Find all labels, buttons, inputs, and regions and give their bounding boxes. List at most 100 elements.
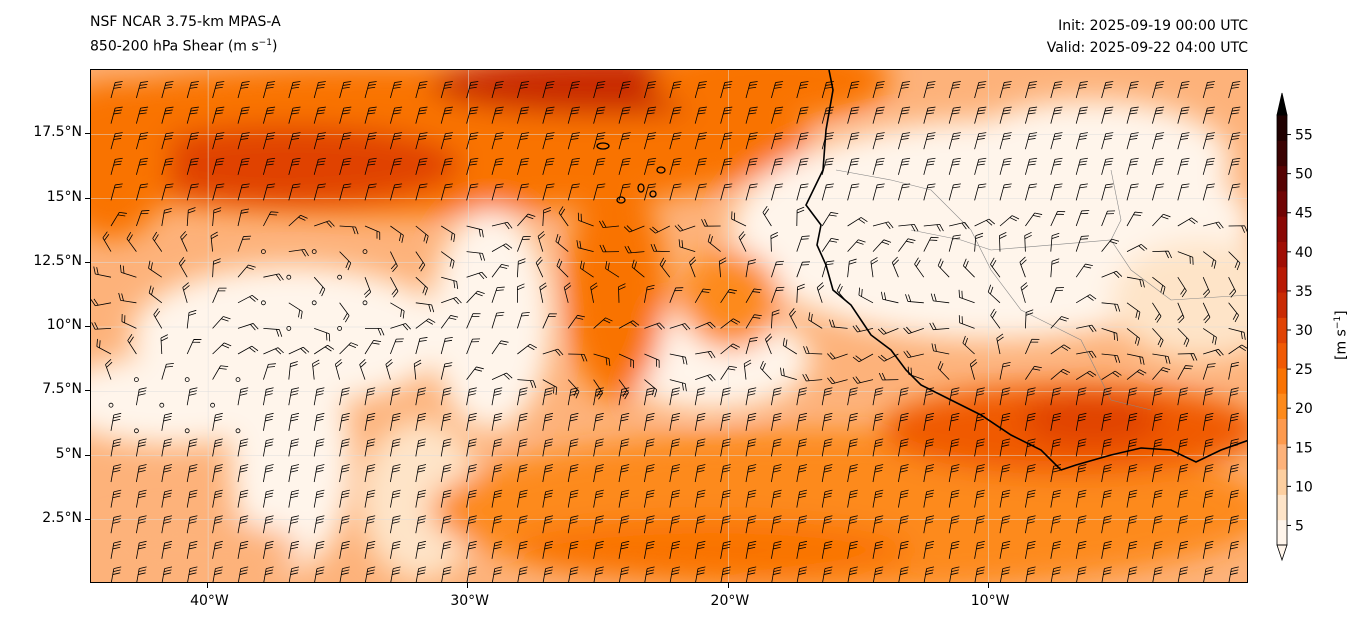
wind-barb bbox=[694, 81, 707, 99]
wind-barb bbox=[1152, 302, 1162, 323]
wind-barb bbox=[829, 319, 848, 329]
wind-barb bbox=[745, 259, 757, 278]
colorbar-bin bbox=[1277, 367, 1287, 394]
wind-barb bbox=[593, 438, 604, 457]
wind-barb bbox=[802, 373, 823, 382]
lon-tick-label: 10°W bbox=[970, 593, 1010, 609]
wind-barb bbox=[466, 251, 486, 261]
wind-barb bbox=[650, 243, 670, 252]
wind-barb bbox=[517, 515, 528, 534]
wind-barb bbox=[263, 540, 274, 559]
wind-barb bbox=[771, 260, 784, 278]
wind-barb bbox=[796, 438, 808, 457]
wind-barb bbox=[872, 157, 885, 175]
wind-barb bbox=[136, 566, 147, 582]
wind-barb bbox=[178, 257, 188, 278]
wind-barb bbox=[923, 540, 935, 559]
wind-barb bbox=[1025, 81, 1038, 99]
wind-barb bbox=[212, 157, 225, 175]
wind-barb bbox=[110, 157, 123, 175]
colorbar-bin bbox=[1277, 292, 1287, 318]
wind-barb bbox=[694, 132, 707, 150]
wind-barb bbox=[974, 540, 985, 559]
wind-barb bbox=[694, 183, 707, 201]
wind-barb bbox=[491, 540, 503, 559]
wind-barb bbox=[542, 438, 554, 457]
wind-barb bbox=[161, 208, 172, 227]
wind-barb bbox=[567, 157, 580, 175]
wind-barb bbox=[161, 515, 173, 534]
wind-barb bbox=[987, 284, 1001, 304]
wind-barb bbox=[466, 132, 479, 150]
wind-barb bbox=[1050, 515, 1062, 534]
wind-barb bbox=[1050, 157, 1063, 175]
wind-barb bbox=[1152, 106, 1165, 124]
colorbar-bin bbox=[1277, 469, 1287, 495]
colorbar-bin bbox=[1277, 519, 1287, 546]
wind-barb bbox=[1126, 387, 1138, 406]
wind-barb bbox=[923, 223, 944, 232]
wind-barb bbox=[161, 132, 174, 150]
lat-tick-label: 17.5°N bbox=[33, 124, 82, 141]
wind-barb bbox=[136, 489, 147, 508]
wind-barb bbox=[364, 81, 377, 99]
wind-barb bbox=[720, 438, 731, 457]
wind-barb bbox=[364, 387, 376, 406]
wind-barb bbox=[364, 515, 376, 534]
wind-barb bbox=[440, 412, 452, 431]
wind-barb bbox=[1152, 276, 1166, 295]
wind-barb bbox=[313, 387, 325, 406]
wind-barb bbox=[930, 293, 950, 304]
wind-barb bbox=[718, 257, 727, 278]
wind-barb bbox=[288, 214, 308, 227]
wind-barb bbox=[567, 489, 579, 508]
wind-barb bbox=[1228, 132, 1241, 150]
wind-barb bbox=[948, 234, 961, 252]
wind-barb bbox=[288, 249, 309, 257]
wind-barb bbox=[96, 338, 112, 355]
wind-barb bbox=[1177, 515, 1189, 534]
wind-barb bbox=[237, 235, 252, 252]
wind-barb bbox=[186, 309, 197, 329]
wind-barb bbox=[136, 210, 150, 227]
wind-barb bbox=[1075, 294, 1097, 304]
wind-barb bbox=[339, 251, 352, 271]
wind-barb bbox=[1202, 464, 1214, 483]
wind-barb bbox=[161, 489, 173, 508]
wind-barbs bbox=[91, 81, 1247, 582]
wind-barb bbox=[466, 81, 479, 99]
wind-barb bbox=[212, 132, 225, 150]
wind-barb bbox=[1076, 350, 1097, 359]
wind-barb bbox=[720, 183, 733, 201]
wind-barb bbox=[491, 515, 503, 534]
wind-barb bbox=[720, 106, 733, 124]
wind-barb bbox=[891, 256, 900, 278]
wind-barb bbox=[618, 540, 630, 559]
wind-barb bbox=[999, 157, 1012, 175]
wind-barb bbox=[872, 81, 885, 99]
wind-barb bbox=[542, 387, 554, 406]
wind-barb bbox=[827, 376, 848, 385]
wind-barb bbox=[93, 266, 112, 278]
wind-barb bbox=[999, 387, 1011, 406]
wind-barb bbox=[1202, 157, 1215, 175]
lat-tick bbox=[85, 326, 90, 327]
wind-barb bbox=[237, 81, 250, 99]
wind-barb bbox=[990, 308, 1001, 329]
wind-barb bbox=[905, 294, 924, 304]
wind-barb bbox=[567, 81, 580, 99]
wind-barb bbox=[1177, 365, 1194, 380]
wind-barb bbox=[618, 81, 631, 99]
wind-barb bbox=[110, 106, 123, 124]
wind-barb bbox=[567, 464, 579, 483]
wind-barb bbox=[669, 412, 681, 431]
wind-barb bbox=[745, 566, 757, 582]
wind-barb bbox=[148, 260, 163, 278]
colorbar-tick-label: 35 bbox=[1295, 284, 1313, 300]
wind-barb bbox=[1075, 106, 1088, 124]
wind-barb bbox=[858, 287, 874, 304]
wind-barb bbox=[695, 374, 716, 382]
wind-barb bbox=[537, 231, 546, 252]
colorbar-bin bbox=[1277, 418, 1287, 445]
wind-barb bbox=[1101, 387, 1112, 406]
